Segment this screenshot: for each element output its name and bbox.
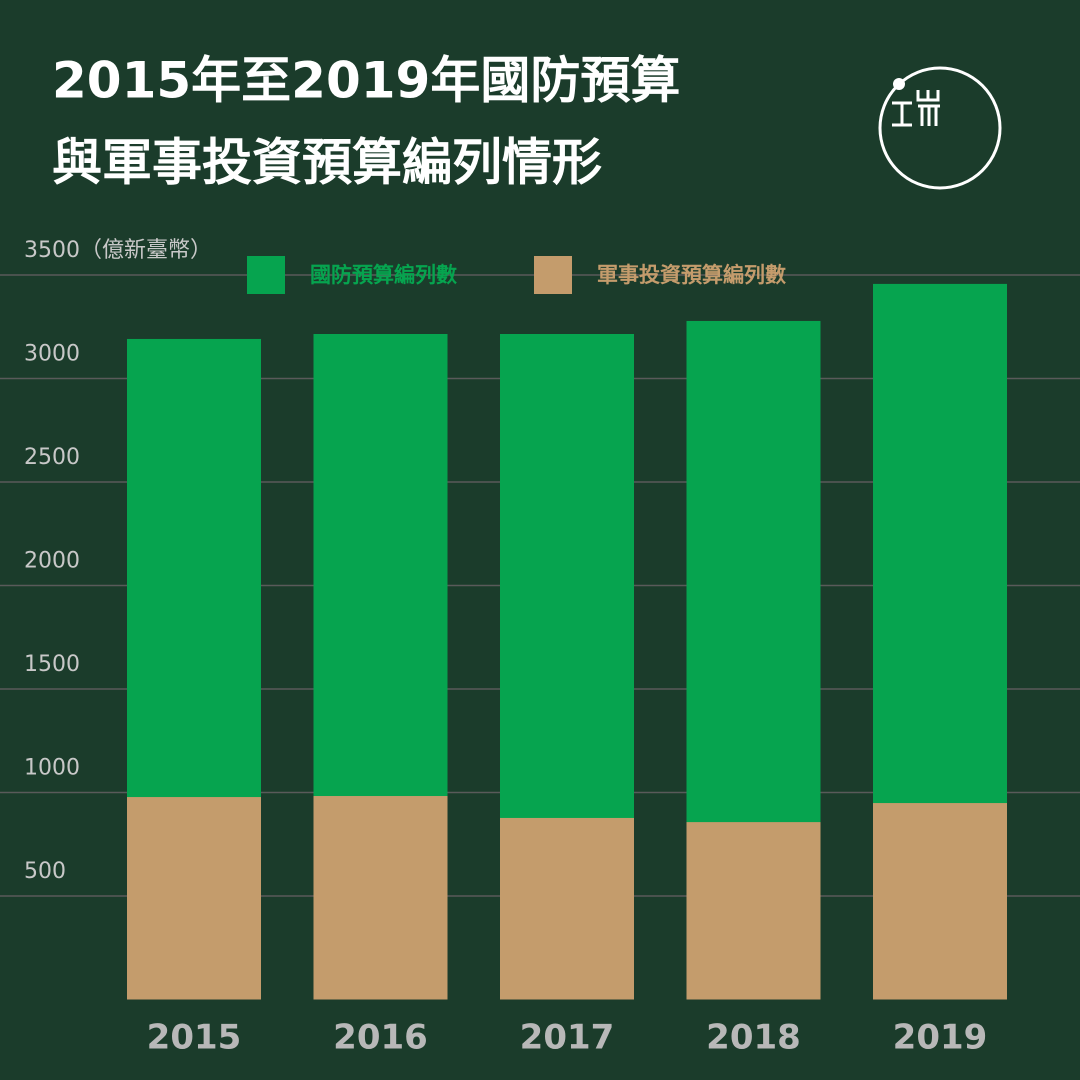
chart-title: 與軍事投資預算編列情形 (52, 134, 602, 192)
y-tick-label: 3000 (24, 342, 80, 367)
bar (873, 803, 1007, 1000)
y-tick-label: 1000 (24, 756, 80, 781)
bar (500, 817, 634, 1000)
y-tick-label: 1500 (24, 652, 80, 677)
x-tick-label: 2016 (333, 1018, 428, 1058)
legend-swatch (534, 256, 572, 294)
logo (878, 66, 1002, 190)
legend-label: 國防預算編列數 (310, 263, 457, 287)
y-tick-label: 500 (24, 859, 66, 884)
x-tick-label: 2015 (147, 1018, 242, 1058)
y-tick-label: 2000 (24, 549, 80, 574)
chart-title: 2015年至2019年國防預算 (52, 52, 680, 110)
bar (127, 797, 261, 1000)
y-tick-label: 3500（億新臺幣） (24, 238, 212, 263)
bar (313, 796, 448, 1000)
y-tick-label: 2500 (24, 445, 80, 470)
legend-swatch (247, 256, 285, 294)
x-tick-label: 2017 (520, 1018, 615, 1058)
x-tick-label: 2019 (893, 1018, 988, 1058)
legend-label: 軍事投資預算編列數 (597, 263, 786, 287)
bar (686, 822, 821, 1000)
x-tick-label: 2018 (706, 1018, 801, 1058)
